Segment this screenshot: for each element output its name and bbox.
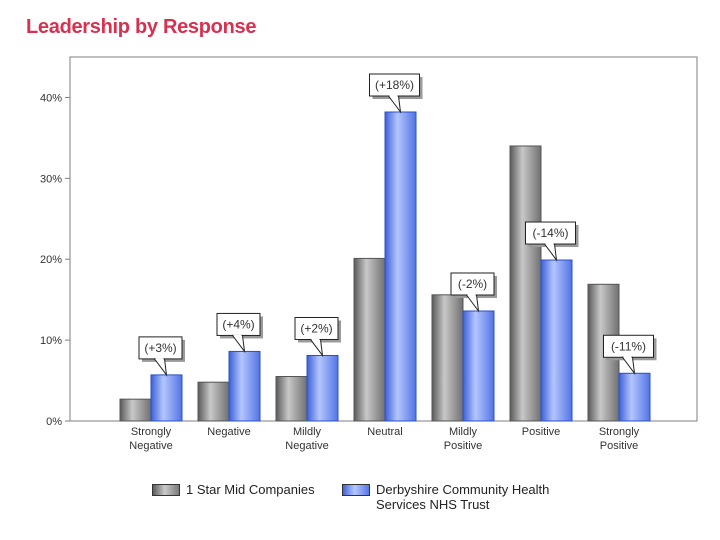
x-tick-label: Mildly [293,426,322,438]
callout-label: (+18%) [375,78,414,92]
bar-chart: 0% 10% 20% 30% 40% Strongly Negative Negative M… [40,56,698,452]
bar-1-star [353,257,386,422]
bar-derbyshire [384,111,417,422]
callout-pointer [465,294,480,313]
callout-pointer [309,338,324,358]
x-tick-label: Positive [522,426,561,438]
bar-derbyshire [462,310,495,422]
callout-label: (-2%) [458,277,487,291]
y-tick-label: 30% [40,173,62,185]
x-tick-label: Negative [207,426,250,438]
bar-derbyshire [618,372,651,422]
legend-label-derbyshire: Derbyshire Community Health Services NHS… [376,482,549,512]
difference-callouts: (+3%) (+4%) (+2%) (+18%) (-2%) (-14%) (-11%) [138,73,657,377]
callout-pointer [621,356,636,376]
legend-label-1-star: 1 Star Mid Companies [186,482,315,497]
bar-derbyshire [540,259,573,422]
callout-pointer [543,243,558,262]
x-tick-label: Negative [129,440,172,452]
bar-1-star [431,294,464,422]
bar-derbyshire [306,354,339,422]
y-tick-label: 20% [40,254,62,266]
y-tick-label: 10% [40,335,62,347]
callout-label: (+2%) [300,321,332,335]
callout-pointer [387,95,402,114]
legend-item-derbyshire: Derbyshire Community Health Services NHS… [342,482,549,512]
legend: 1 Star Mid Companies Derbyshire Communit… [152,482,612,522]
legend-item-1-star: 1 Star Mid Companies [152,482,315,497]
callout-label: (-11%) [611,339,646,353]
bars [119,111,651,422]
x-tick-label: Strongly [131,426,172,438]
callout-pointer [153,358,168,377]
page-title: Leadership by Response [26,16,257,38]
callout-label: (+4%) [222,317,254,331]
callout-pointer [231,334,246,354]
legend-label-derbyshire-line2: Services NHS Trust [376,497,490,512]
legend-swatch-gray [152,484,180,496]
x-tick-label: Positive [600,440,639,452]
bar-1-star [197,381,230,422]
legend-swatch-blue [342,484,370,496]
x-tick-label: Neutral [367,426,402,438]
x-tick-label: Negative [285,440,328,452]
bar-derbyshire [150,374,183,422]
x-tick-label: Positive [444,440,483,452]
legend-label-derbyshire-line1: Derbyshire Community Health [376,482,550,497]
bar-1-star [275,376,308,422]
callout-label: (+3%) [144,341,176,355]
x-axis: Strongly Negative Negative Mildly Negative Ne… [129,426,639,452]
y-tick-label: 0% [46,416,62,428]
y-axis: 0% 10% 20% 30% 40% [40,92,70,428]
y-tick-label: 40% [40,92,62,104]
x-tick-label: Mildly [449,426,478,438]
bar-derbyshire [228,350,261,422]
bar-1-star [119,398,152,422]
callout-label: (-14%) [532,226,568,240]
bar-1-star [509,145,542,422]
x-tick-label: Strongly [599,426,640,438]
